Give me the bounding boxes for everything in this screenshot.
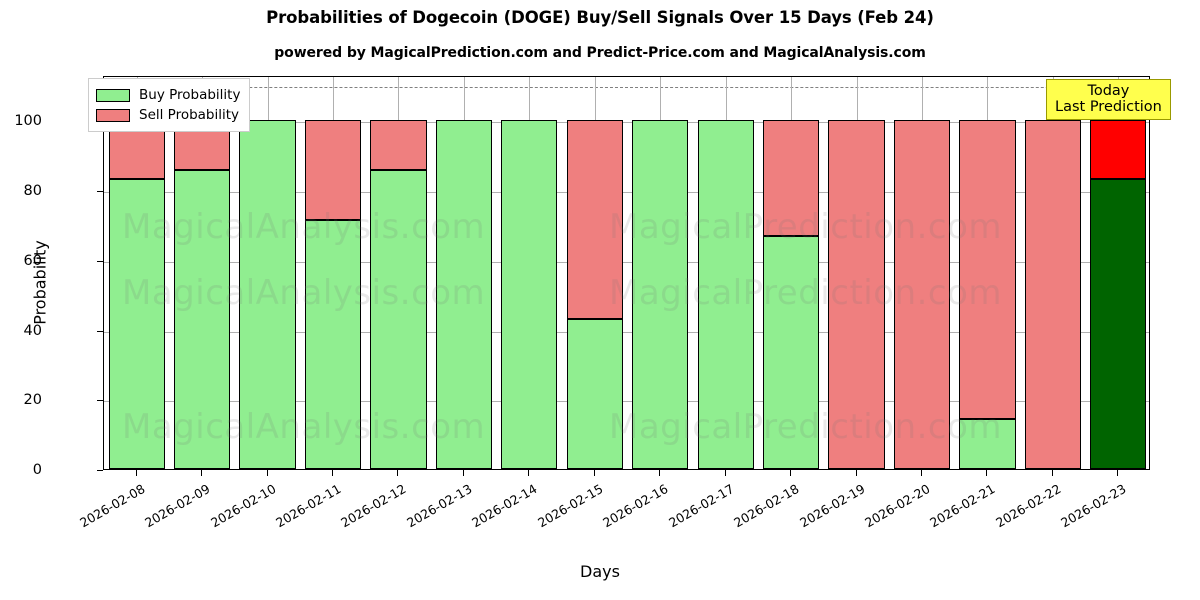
plot-area: MagicalAnalysis.comMagicalPrediction.com… xyxy=(103,76,1150,470)
y-tick-mark xyxy=(97,191,103,193)
bar-segment-buy xyxy=(1090,178,1147,469)
legend-swatch-sell xyxy=(96,108,130,122)
today-annotation: Today Last Prediction xyxy=(1046,79,1171,121)
y-tick-label: 80 xyxy=(23,183,42,200)
bar-group[interactable] xyxy=(108,77,165,469)
legend-label-sell: Sell Probability xyxy=(139,107,240,123)
bar-group[interactable] xyxy=(435,77,493,469)
bar-segment-sell xyxy=(1090,120,1147,179)
y-gridline xyxy=(104,122,1149,124)
y-tick-label: 100 xyxy=(14,113,42,130)
bar-group[interactable] xyxy=(632,77,689,469)
x-tick-mark xyxy=(855,470,857,476)
x-tick-mark xyxy=(920,470,922,476)
x-axis-label: Days xyxy=(580,562,620,581)
bar-segment-sell xyxy=(304,120,362,221)
x-tick-mark xyxy=(986,470,988,476)
bar-group[interactable] xyxy=(959,77,1016,469)
bar-group[interactable] xyxy=(828,77,885,469)
bar-group[interactable] xyxy=(566,77,623,469)
bar-group[interactable] xyxy=(174,77,231,469)
legend-label-buy: Buy Probability xyxy=(139,87,241,103)
x-tick-mark xyxy=(201,470,203,476)
bar-segment-buy xyxy=(762,236,820,469)
y-axis-label: Probability xyxy=(30,240,50,325)
chart-subtitle: powered by MagicalPrediction.com and Pre… xyxy=(274,45,926,61)
x-tick-mark xyxy=(332,470,334,476)
legend-item-buy: Buy Probability xyxy=(96,85,240,105)
bar-group[interactable] xyxy=(697,77,754,469)
bar-segment-buy xyxy=(174,170,231,469)
bar-segment-buy xyxy=(566,319,623,469)
x-tick-mark xyxy=(724,470,726,476)
bar-group[interactable] xyxy=(893,77,951,469)
today-annotation-line1: Today xyxy=(1087,83,1130,99)
y-tick-mark xyxy=(97,400,103,402)
bar-segment-sell xyxy=(762,120,820,237)
reference-line xyxy=(104,87,1149,89)
bar-segment-sell xyxy=(959,120,1016,420)
bar-group[interactable] xyxy=(1024,77,1081,469)
chart-legend: Buy Probability Sell Probability xyxy=(88,78,251,132)
bar-group[interactable] xyxy=(370,77,427,469)
y-gridline xyxy=(104,331,1149,333)
x-tick-mark xyxy=(659,470,661,476)
legend-item-sell: Sell Probability xyxy=(96,105,240,125)
bar-segment-buy xyxy=(370,170,427,469)
x-tick-mark xyxy=(1117,470,1119,476)
bar-segment-sell xyxy=(566,120,623,320)
y-tick-mark xyxy=(97,330,103,332)
y-gridline xyxy=(104,192,1149,194)
bar-segment-buy xyxy=(697,120,754,469)
x-tick-mark xyxy=(790,470,792,476)
bar-segment-sell xyxy=(1024,120,1081,469)
x-tick-mark xyxy=(528,470,530,476)
bar-group[interactable] xyxy=(1090,77,1147,469)
x-tick-mark xyxy=(135,470,137,476)
x-tick-mark xyxy=(462,470,464,476)
x-tick-mark xyxy=(266,470,268,476)
bar-segment-buy xyxy=(239,120,296,469)
y-tick-label: 60 xyxy=(23,252,42,269)
bar-segment-buy xyxy=(959,419,1016,469)
y-tick-mark xyxy=(97,260,103,262)
y-tick-mark xyxy=(97,470,103,471)
y-tick-label: 40 xyxy=(23,322,42,339)
y-tick-label: 20 xyxy=(23,392,42,409)
x-tick-mark xyxy=(593,470,595,476)
bar-segment-sell xyxy=(370,120,427,171)
bar-segment-sell xyxy=(893,120,951,469)
bar-group[interactable] xyxy=(501,77,558,469)
bar-group[interactable] xyxy=(239,77,296,469)
bar-segment-buy xyxy=(632,120,689,469)
bar-segment-buy xyxy=(435,120,493,469)
y-gridline xyxy=(104,401,1149,403)
bar-segment-sell xyxy=(828,120,885,469)
y-gridline xyxy=(104,261,1149,263)
bar-group[interactable] xyxy=(304,77,362,469)
bar-segment-buy xyxy=(304,220,362,469)
legend-swatch-buy xyxy=(96,88,130,102)
today-annotation-line2: Last Prediction xyxy=(1055,99,1162,116)
chart-title: Probabilities of Dogecoin (DOGE) Buy/Sel… xyxy=(266,8,934,27)
y-tick-label: 0 xyxy=(32,462,42,478)
bar-segment-buy xyxy=(108,178,165,469)
bar-segment-buy xyxy=(501,120,558,469)
x-tick-mark xyxy=(397,470,399,476)
x-tick-mark xyxy=(1051,470,1053,476)
bar-group[interactable] xyxy=(762,77,820,469)
